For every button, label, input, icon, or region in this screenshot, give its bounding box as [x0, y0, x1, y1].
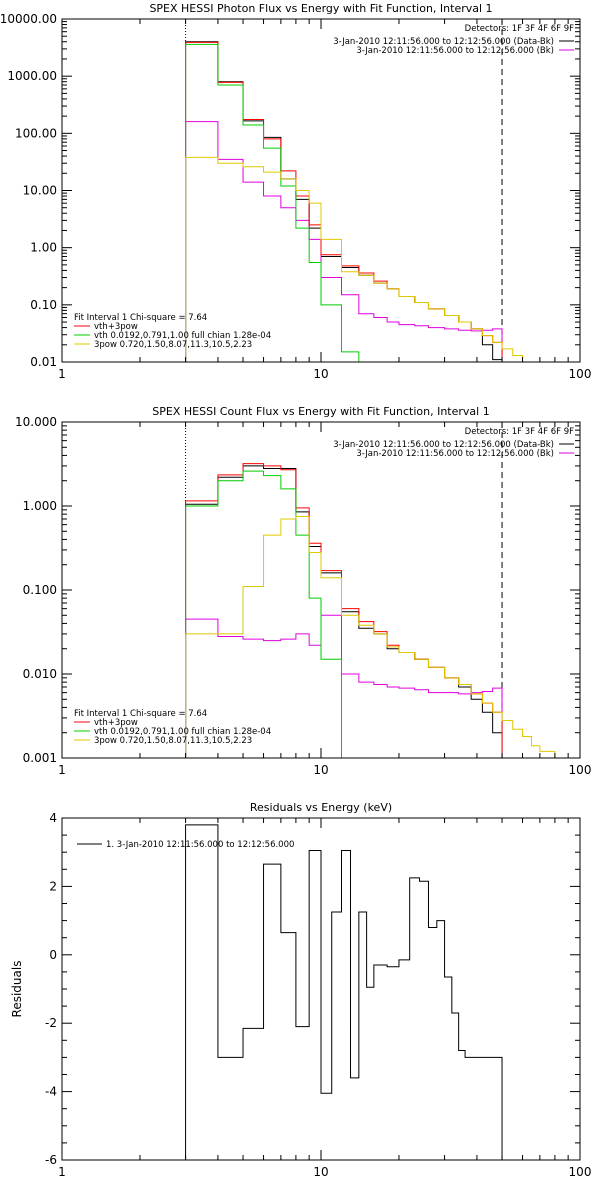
legend-entry-label: 3-Jan-2010 12:11:56.000 to 12:12:56.000 …	[333, 37, 554, 47]
x-tick-label: 1	[58, 1165, 66, 1179]
y-tick-label: 1.000	[23, 499, 57, 513]
legend-entry-label: 3-Jan-2010 12:11:56.000 to 12:12:56.000 …	[356, 46, 554, 56]
residuals-panel: Residuals vs Energy (keV) 1 10 100 -6 -4 -2 0 2 4…	[10, 801, 591, 1179]
count-flux-panel: SPEX HESSI Count Flux vs Energy with Fit…	[15, 405, 591, 777]
x-tick-label: 100	[569, 367, 592, 381]
y-tick-label: 0	[49, 948, 57, 962]
y-tick-label: 0.10	[30, 298, 57, 312]
y-tick-label: 0.001	[23, 751, 57, 765]
y-tick-label: -2	[45, 1016, 57, 1030]
legend-detectors: Detectors: 1F 3F 4F 6F 9F	[465, 24, 574, 34]
y-tick-label: 10.00	[23, 184, 57, 198]
plot-area	[185, 19, 532, 362]
x-tick-label: 100	[569, 763, 592, 777]
y-tick-label: 1.00	[30, 241, 57, 255]
series-vth	[185, 470, 359, 758]
fit-legend-label: 3pow 0.720,1.50,8.07,11.3,10.5,2.23	[94, 340, 252, 350]
y-tick-label: 0.01	[30, 355, 57, 369]
chart-title: SPEX HESSI Count Flux vs Energy with Fit…	[152, 405, 489, 418]
x-tick-label: 10	[313, 367, 328, 381]
series-vth-3pow	[185, 41, 503, 362]
series-vth-3pow	[185, 463, 503, 758]
fit-legend-label: vth 0.0192,0.791,1.00 full chian 1.28e-0…	[94, 331, 271, 341]
y-tick-label: 0.100	[23, 583, 57, 597]
fit-legend-header: Fit Interval 1 Chi-square = 7.64	[74, 709, 207, 719]
y-tick-label: 2	[49, 879, 57, 893]
x-tick-label: 10	[313, 763, 328, 777]
series-3pow	[185, 156, 532, 362]
legend-entry-label: 1. 3-Jan-2010 12:11:56.000 to 12:12:56.0…	[106, 840, 294, 850]
series-vth	[185, 43, 360, 362]
series-data-bk	[185, 465, 503, 758]
y-tick-label: 4	[49, 811, 57, 825]
plot-area	[185, 824, 503, 1160]
fit-legend-label: vth+3pow	[94, 718, 138, 728]
fit-legend-label: vth+3pow	[94, 322, 138, 332]
photon-flux-panel: SPEX HESSI Photon Flux vs Energy with Fi…	[0, 2, 591, 381]
x-tick-label: 1	[58, 367, 66, 381]
y-tick-label: -6	[45, 1153, 57, 1167]
x-tick-label: 1	[58, 763, 66, 777]
y-tick-label: 10000.00	[0, 12, 57, 26]
y-tick-label: 1000.00	[7, 69, 57, 83]
series-bk	[185, 121, 503, 362]
legend-entry-label: 3-Jan-2010 12:11:56.000 to 12:12:56.000 …	[356, 449, 554, 459]
y-tick-label: 100.00	[15, 126, 57, 140]
y-tick-label: 0.010	[23, 667, 57, 681]
fit-legend-header: Fit Interval 1 Chi-square = 7.64	[74, 313, 207, 323]
y-tick-label: 10.000	[15, 415, 57, 429]
plot-area	[185, 422, 569, 758]
legend-entry-label: 3-Jan-2010 12:11:56.000 to 12:12:56.000 …	[333, 440, 554, 450]
chart-title: Residuals vs Energy (keV)	[250, 801, 392, 814]
chart-title: SPEX HESSI Photon Flux vs Energy with Fi…	[149, 2, 492, 15]
y-axis-label: Residuals	[10, 961, 24, 1018]
series-1-3-jan-2010-12-11-56-000-to-12-12-56-000	[185, 824, 503, 1160]
y-tick-label: -4	[45, 1085, 57, 1099]
x-tick-label: 10	[313, 1165, 328, 1179]
x-tick-label: 100	[569, 1165, 592, 1179]
fit-legend-label: vth 0.0192,0.791,1.00 full chian 1.28e-0…	[94, 727, 271, 737]
series-3pow	[185, 515, 569, 758]
series-data-bk	[185, 41, 503, 362]
legend-detectors: Detectors: 1F 3F 4F 6F 9F	[465, 427, 574, 437]
fit-legend-label: 3pow 0.720,1.50,8.07,11.3,10.5,2.23	[94, 736, 252, 746]
